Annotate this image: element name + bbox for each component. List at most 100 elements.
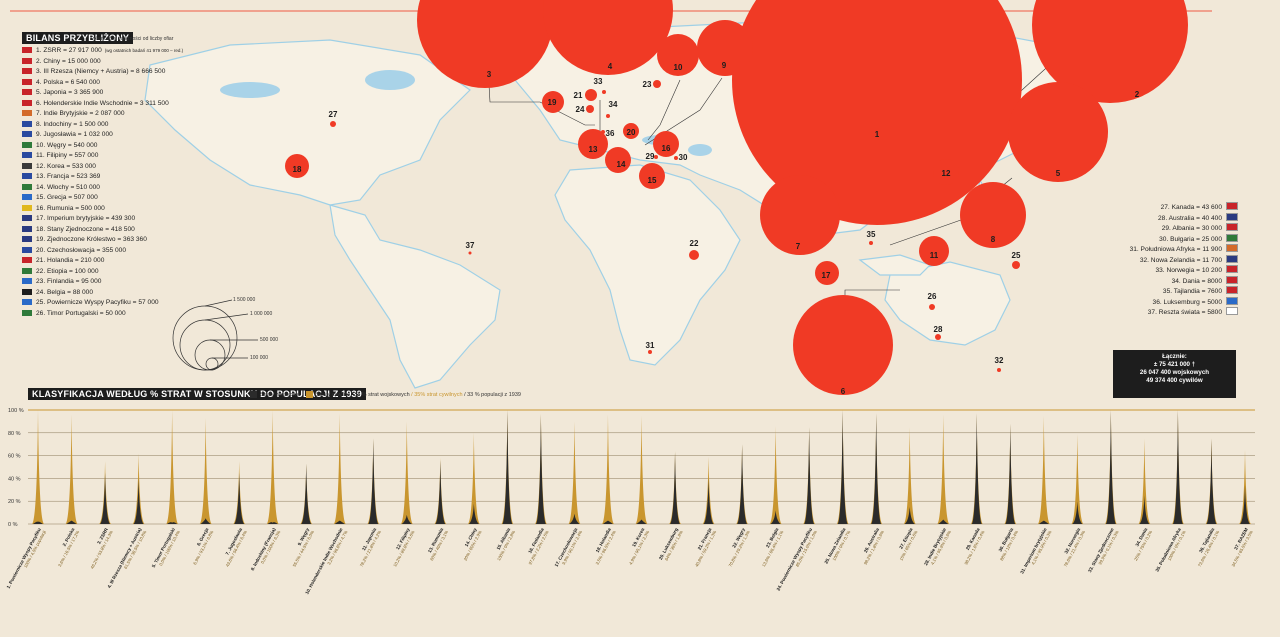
military-loss-peak: [32, 521, 44, 524]
flag-icon: [22, 299, 32, 305]
bubble-label-11: 11: [930, 251, 939, 260]
bubble-label-5: 5: [1056, 169, 1061, 178]
military-loss-peak: [736, 444, 748, 524]
totals-military: 26 047 400 wojskowych: [1139, 369, 1210, 376]
bubble-label-21: 21: [574, 91, 583, 100]
bubble-label-37: 37: [466, 241, 475, 250]
country-item-left: 22. Etiopia = 100 000: [22, 267, 99, 276]
bubble-label-4: 4: [608, 62, 613, 71]
country-item-left: 16. Rumunia = 500 000: [22, 204, 105, 213]
country-item-left: 23. Finlandia = 95 000: [22, 278, 101, 286]
y-tick-label: 20 %: [8, 499, 21, 505]
bubble-13: [578, 129, 608, 159]
country-note: (wg ostatnich badań 41 979 000 – red.): [104, 48, 184, 53]
bubble-14: [605, 147, 631, 173]
country-label: 30. Bułgaria = 25 000: [1159, 235, 1222, 243]
country-item-left: 3. III Rzesza (Niemcy + Austria) = 8 666…: [22, 68, 165, 76]
military-loss-peak: [1072, 501, 1083, 524]
flag-icon: [22, 183, 32, 190]
country-label: 2. Chiny = 15 000 000: [36, 57, 101, 65]
country-item-left: 1. ZSRR = 27 917 000 (wg ostatnich badań …: [22, 47, 183, 55]
bubble-36: [601, 130, 605, 134]
y-tick-label: 40 %: [8, 476, 21, 482]
civilian-loss-peak: [400, 421, 413, 524]
y-tick-label: 100 %: [8, 408, 24, 414]
military-loss-peak: [502, 410, 513, 524]
country-item-left: 19. Zjednoczone Królestwo = 363 360: [22, 236, 147, 244]
totals-total: ± 75 421 000 †: [1153, 361, 1196, 368]
military-loss-peak: [1139, 495, 1150, 524]
bubble-4: [543, 0, 673, 75]
country-label: 32. Nowa Zelandia = 11 700: [1139, 256, 1222, 264]
country-item-left: 17. Imperium brytyjskie = 439 300: [22, 215, 135, 223]
country-item-left: 20. Czechosłowacja = 355 000: [22, 246, 126, 255]
bubble-label-16: 16: [662, 144, 671, 153]
country-label: 3. III Rzesza (Niemcy + Austria) = 8 666…: [36, 68, 166, 75]
flag-icon: [22, 110, 32, 116]
bubble-label-8: 8: [991, 235, 996, 244]
bubble-label-10: 10: [674, 63, 683, 72]
flag-icon: [22, 120, 32, 127]
flag-icon: [22, 257, 32, 263]
country-label: 18. Stany Zjednoczone = 418 500: [36, 225, 135, 233]
civilian-loss-peak: [937, 414, 950, 524]
bubble-label-27: 27: [329, 110, 338, 119]
bubble-label-3: 3: [487, 70, 492, 79]
military-loss-peak: [703, 478, 714, 524]
military-loss-peak: [669, 452, 681, 524]
country-item-left: 26. Timor Portugalski = 50 000: [22, 309, 126, 318]
military-loss-peak: [1005, 423, 1016, 524]
legend-civilian-label: Straty cywilne: [316, 392, 350, 398]
flag-icon: [22, 267, 32, 274]
country-label: 22. Etiopia = 100 000: [36, 267, 99, 275]
country-label: 23. Finlandia = 95 000: [36, 278, 102, 285]
country-label: 29. Albania = 30 000: [1161, 225, 1222, 232]
country-item-right: 35. Tajlandia = 7600: [1163, 286, 1238, 296]
military-loss-peak: [234, 472, 245, 524]
category-name: 35. Południowa Afryka: [1154, 527, 1182, 573]
civilian-loss-peak: [199, 417, 212, 524]
bubble-label-24: 24: [576, 105, 585, 114]
country-label: 6. Holenderskie Indie Wschodnie = 3 311 …: [36, 99, 169, 107]
legend-note-part2: / 35% strat cywilnych: [411, 392, 463, 398]
bubble-28: [935, 334, 941, 340]
military-loss-peak: [1172, 410, 1184, 524]
country-label: 8. Indochiny = 1 500 000: [36, 120, 109, 128]
flag-icon: [22, 204, 32, 211]
flag-icon: [22, 278, 32, 284]
totals-box: Łącznie: ± 75 421 000 † 26 047 400 wojsk…: [1113, 350, 1236, 398]
civilian-loss-peak: [32, 410, 44, 524]
bubble-label-14: 14: [617, 160, 626, 169]
country-item-left: 11. Filipiny = 557 000: [22, 152, 98, 160]
flag-icon: [22, 194, 32, 200]
country-item-left: 6. Holenderskie Indie Wschodnie = 3 311 …: [22, 99, 169, 108]
bubble-label-15: 15: [648, 176, 657, 185]
country-item-right: 30. Bułgaria = 25 000: [1159, 233, 1238, 244]
bubble-17: [815, 261, 839, 285]
country-label: 36. Luksemburg = 5000: [1152, 298, 1222, 306]
bubble-24: [586, 105, 594, 113]
military-loss-peak: [871, 413, 882, 524]
military-loss-peak: [200, 518, 211, 524]
country-label: 35. Tajlandia = 7600: [1162, 288, 1222, 295]
country-item-left: 14. Włochy = 510 000: [22, 183, 100, 192]
bubble-label-33: 33: [594, 77, 603, 86]
y-tick-label: 0 %: [8, 522, 18, 528]
country-item-left: 25. Powiernicze Wyspy Pacyfiku = 57 000: [22, 299, 159, 307]
country-item-left: 13. Francja = 523 369: [22, 173, 100, 181]
country-item-right: 36. Luksemburg = 5000: [1152, 296, 1238, 307]
military-loss-peak: [99, 472, 111, 524]
classification-title: KLASYFIKACJA WEDŁUG % STRAT W STOSUNKU D…: [28, 388, 366, 400]
country-label: 1. ZSRR = 27 917 000: [36, 47, 102, 54]
civilian-loss-peak: [568, 421, 581, 524]
